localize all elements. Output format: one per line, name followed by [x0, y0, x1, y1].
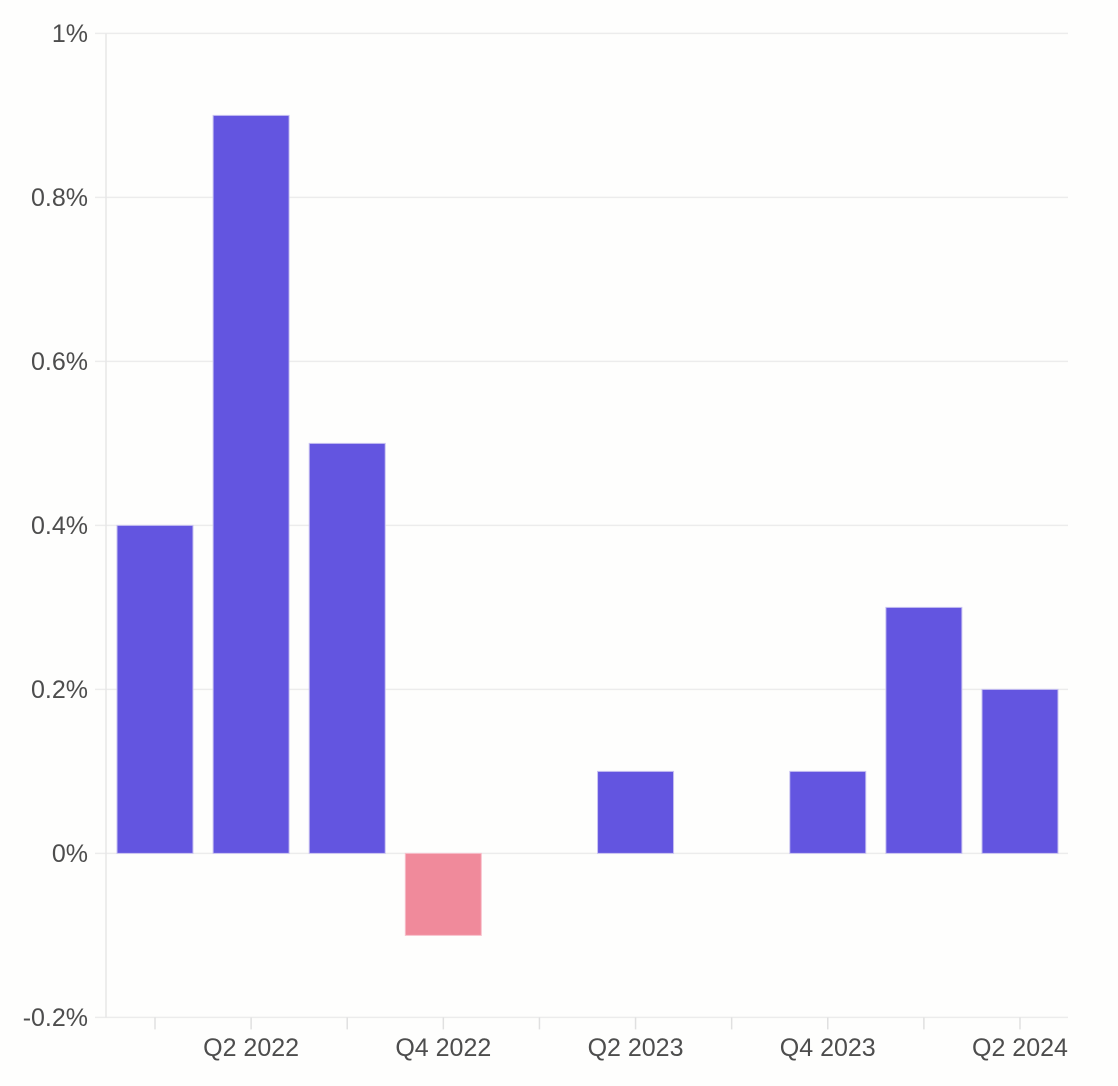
x-tick-label: Q2 2023	[588, 1034, 684, 1062]
x-tick-label: Q2 2022	[203, 1034, 299, 1062]
x-tick-label: Q4 2023	[780, 1034, 876, 1062]
bar-positive	[597, 770, 675, 854]
bar-positive	[981, 688, 1059, 854]
bar-negative	[404, 852, 482, 936]
bar-positive	[212, 114, 290, 854]
y-tick-label: 0.2%	[31, 676, 88, 704]
bar-positive	[116, 524, 194, 854]
y-tick-label: 0.4%	[31, 512, 88, 540]
y-tick-label: -0.2%	[23, 1004, 88, 1032]
x-tick-label: Q2 2024	[972, 1034, 1068, 1062]
bar-positive	[308, 442, 386, 854]
bar-positive	[885, 606, 963, 854]
y-tick-label: 0.8%	[31, 184, 88, 212]
y-tick-label: 0%	[52, 840, 88, 868]
y-tick-label: 0.6%	[31, 348, 88, 376]
y-tick-label: 1%	[52, 20, 88, 48]
x-tick-label: Q4 2022	[395, 1034, 491, 1062]
bar-positive	[789, 770, 867, 854]
